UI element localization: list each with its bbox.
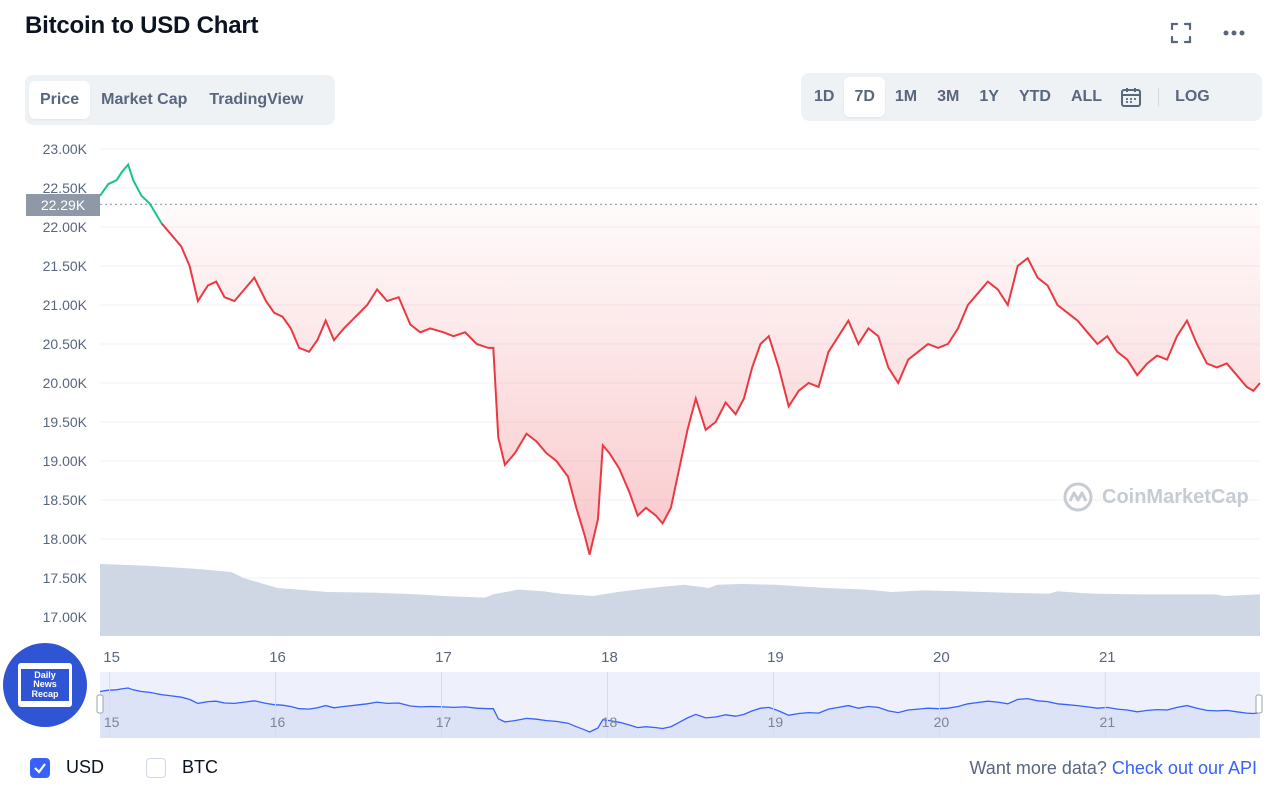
price-chart[interactable]: 23.00K 22.50K 22.00K 21.50K 21.00K 20.50K 20.0… — [0, 130, 1280, 750]
y-tick-label: 23.00K — [43, 141, 88, 157]
x-tick-label: 21 — [1099, 649, 1116, 666]
badge-line-2: News — [33, 679, 57, 690]
currency-btc[interactable]: BTC — [146, 757, 218, 778]
y-tick-label: 17.00K — [43, 609, 88, 625]
api-prefix: Want more data? — [969, 758, 1107, 778]
api-link[interactable]: Check out our API — [1111, 758, 1257, 778]
tab-separator — [1158, 88, 1160, 106]
navigator-ticks: 15 16 17 18 19 20 21 — [104, 672, 1115, 738]
usd-checkbox[interactable] — [30, 757, 50, 778]
view-tabs: Price Market Cap TradingView — [25, 75, 335, 125]
badge-line-1: Daily — [34, 669, 56, 680]
watermark: CoinMarketCap — [1062, 481, 1249, 513]
tab-1d[interactable]: 1D — [814, 88, 835, 105]
btc-label: BTC — [182, 757, 218, 777]
calendar-icon[interactable] — [1112, 77, 1150, 117]
navigator-right-handle — [1255, 694, 1263, 714]
x-tick-label: 15 — [103, 649, 120, 666]
x-tick-label: 18 — [601, 649, 618, 666]
currency-usd[interactable]: USD — [30, 757, 104, 778]
y-tick-label: 20.50K — [43, 336, 88, 352]
x-axis: 15 16 17 18 19 20 21 — [103, 649, 1115, 666]
navigator-tick-label: 17 — [436, 714, 452, 730]
y-tick-label: 22.00K — [43, 219, 88, 235]
chart-title: Bitcoin to USD Chart — [25, 12, 259, 39]
tab-3m[interactable]: 3M — [937, 88, 960, 105]
y-tick-label: 22.50K — [43, 180, 88, 196]
tab-7d[interactable]: 7D — [844, 77, 885, 117]
y-tick-label: 19.00K — [43, 453, 88, 469]
y-tick-label: 21.00K — [43, 297, 88, 313]
x-tick-label: 16 — [269, 649, 286, 666]
tab-market-cap[interactable]: Market Cap — [101, 91, 188, 108]
navigator-tick-label: 21 — [1100, 714, 1116, 730]
tab-all[interactable]: ALL — [1070, 88, 1103, 105]
y-tick-label: 21.50K — [43, 258, 88, 274]
tab-price[interactable]: Price — [29, 81, 91, 119]
usd-label: USD — [66, 757, 105, 777]
navigator-left-handle — [96, 694, 104, 714]
tab-log[interactable]: LOG — [1175, 88, 1210, 105]
navigator-line — [99, 687, 1261, 733]
baseline-price-text: 22.29K — [41, 197, 86, 213]
tab-1m[interactable]: 1M — [894, 88, 918, 105]
navigator-area — [100, 688, 1260, 738]
navigator-tick-label: 19 — [768, 714, 784, 730]
range-navigator: 15 16 17 18 19 20 21 — [96, 672, 1263, 738]
tab-1y[interactable]: 1Y — [979, 88, 999, 105]
expand-icon[interactable] — [1168, 20, 1194, 46]
volume-area — [100, 564, 1260, 636]
api-promo: Want more data? Check out our API — [969, 758, 1257, 779]
tab-ytd[interactable]: YTD — [1018, 88, 1051, 105]
navigator-tick-label: 20 — [934, 714, 950, 730]
navigator-tick-label: 16 — [270, 714, 286, 730]
price-line-down — [160, 222, 1261, 555]
daily-news-recap-badge: Daily News Recap — [3, 643, 87, 727]
x-tick-label: 19 — [767, 649, 784, 666]
check-icon — [34, 762, 46, 774]
y-axis: 23.00K 22.50K 22.00K 21.50K 21.00K 20.50K 20.0… — [43, 141, 88, 625]
navigator-tick-label: 15 — [104, 714, 120, 730]
y-tick-label: 18.00K — [43, 531, 88, 547]
coinmarketcap-logo-icon — [1063, 482, 1093, 512]
y-tick-label: 19.50K — [43, 414, 88, 430]
badge-line-3: Recap — [31, 688, 59, 699]
x-tick-label: 17 — [435, 649, 452, 666]
y-tick-label: 17.50K — [43, 570, 88, 586]
range-tabs: 1D 7D 1M 3M 1Y YTD ALL LOG — [801, 73, 1262, 121]
btc-checkbox[interactable] — [146, 757, 166, 778]
y-tick-label: 20.00K — [43, 375, 88, 391]
watermark-text: CoinMarketCap — [1102, 485, 1249, 508]
x-tick-label: 20 — [933, 649, 950, 666]
more-horizontal-icon[interactable] — [1221, 20, 1247, 46]
navigator-tick-label: 18 — [602, 714, 618, 730]
tab-tradingview[interactable]: TradingView — [209, 91, 304, 108]
price-line-up — [99, 162, 163, 224]
baseline-price-label: 22.29K — [26, 194, 100, 216]
price-fill-area — [161, 204, 1260, 555]
y-tick-label: 18.50K — [43, 492, 88, 508]
